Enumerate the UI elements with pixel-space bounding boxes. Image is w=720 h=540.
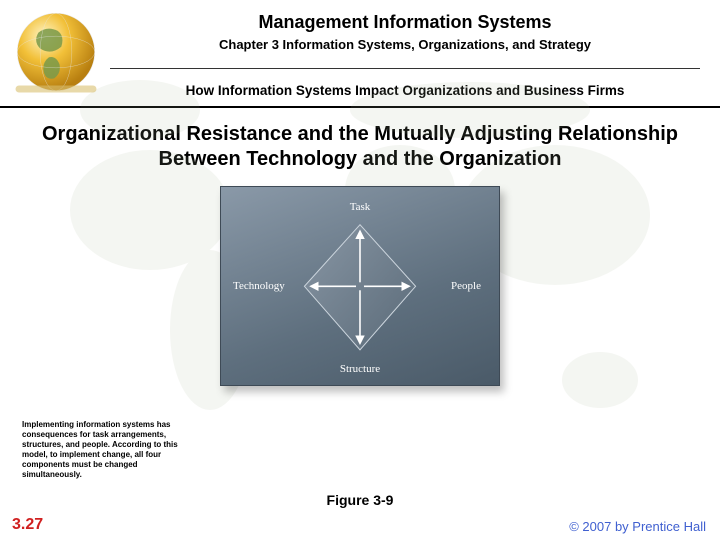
diamond-label-left: Technology [233, 280, 285, 292]
slide-header: Management Information Systems Chapter 3… [0, 0, 720, 58]
copyright: © 2007 by Prentice Hall [569, 519, 706, 534]
diamond-label-bottom: Structure [340, 363, 380, 375]
slide-number: 3.27 [12, 516, 43, 534]
slide-title: Management Information Systems [110, 12, 700, 33]
caption-text: Implementing information systems has con… [22, 420, 192, 480]
section-title: Organizational Resistance and the Mutual… [0, 108, 720, 182]
diagram-container: Task Structure Technology People [0, 186, 720, 386]
globe-icon [12, 8, 100, 96]
divider-thin [110, 68, 700, 69]
figure-label: Figure 3-9 [327, 492, 394, 508]
slide-subtitle: How Information Systems Impact Organizat… [110, 83, 700, 98]
diamond-label-right: People [451, 280, 481, 292]
diamond-diagram: Task Structure Technology People [220, 186, 500, 386]
chapter-line: Chapter 3 Information Systems, Organizat… [110, 37, 700, 52]
diamond-label-top: Task [350, 201, 371, 213]
